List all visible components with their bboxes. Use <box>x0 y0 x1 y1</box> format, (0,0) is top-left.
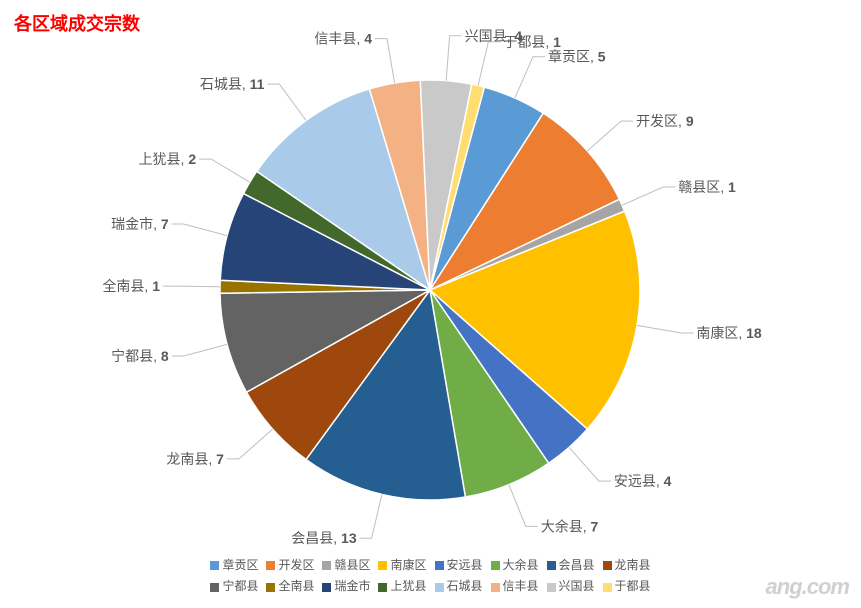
legend-swatch <box>491 561 500 570</box>
legend-item: 大余县 <box>491 555 539 577</box>
leader-line <box>163 286 220 287</box>
slice-label: 安远县, 4 <box>614 473 672 489</box>
slice-label: 全南县, 1 <box>102 278 160 294</box>
legend-item: 章贡区 <box>210 555 258 577</box>
legend-swatch <box>210 583 219 592</box>
legend-label: 瑞金市 <box>334 579 370 593</box>
legend-item: 龙南县 <box>603 555 651 577</box>
leader-line <box>515 57 545 98</box>
legend-item: 信丰县 <box>491 576 539 598</box>
leader-line <box>360 494 382 538</box>
legend: 章贡区 开发区 赣县区 南康区 安远县 大余县 会昌县 龙南县宁都县 全南县 瑞金市 上犹县 石城县 信… <box>0 555 861 598</box>
legend-label: 安远县 <box>447 558 483 572</box>
leader-line <box>172 224 227 236</box>
legend-label: 宁都县 <box>222 579 258 593</box>
legend-swatch <box>603 583 612 592</box>
slice-label: 龙南县, 7 <box>166 451 224 467</box>
legend-item: 兴国县 <box>547 576 595 598</box>
legend-swatch <box>322 561 331 570</box>
legend-label: 石城县 <box>447 579 483 593</box>
legend-swatch <box>266 561 275 570</box>
legend-swatch <box>266 583 275 592</box>
legend-label: 于都县 <box>615 579 651 593</box>
leader-line <box>569 447 611 481</box>
slice-label: 开发区, 9 <box>636 113 694 129</box>
legend-label: 大余县 <box>503 558 539 572</box>
legend-item: 瑞金市 <box>322 576 370 598</box>
leader-line <box>199 159 250 182</box>
legend-item: 于都县 <box>603 576 651 598</box>
slice-label: 南康区, 18 <box>696 325 762 341</box>
leader-line <box>172 344 227 356</box>
legend-label: 南康区 <box>390 558 426 572</box>
leader-line <box>587 121 633 151</box>
watermark: ang.com <box>766 574 849 600</box>
slice-label: 赣县区, 1 <box>678 179 736 195</box>
legend-label: 信丰县 <box>503 579 539 593</box>
legend-label: 会昌县 <box>559 558 595 572</box>
legend-swatch <box>491 583 500 592</box>
leader-line <box>375 39 395 83</box>
leader-line <box>622 187 675 205</box>
slice-label: 石城县, 11 <box>200 76 265 92</box>
legend-item: 石城县 <box>435 576 483 598</box>
slice-label: 瑞金市, 7 <box>111 216 169 232</box>
legend-item: 南康区 <box>378 555 426 577</box>
legend-swatch <box>322 583 331 592</box>
leader-line <box>267 84 306 120</box>
slice-label: 章贡区, 5 <box>548 49 606 65</box>
legend-label: 全南县 <box>278 579 314 593</box>
legend-item: 宁都县 <box>210 576 258 598</box>
legend-swatch <box>378 561 387 570</box>
legend-label: 章贡区 <box>222 558 258 572</box>
leader-line <box>478 42 500 86</box>
legend-swatch <box>435 561 444 570</box>
legend-swatch <box>547 583 556 592</box>
slice-label: 大余县, 7 <box>541 518 599 534</box>
slice-label: 信丰县, 4 <box>314 31 372 47</box>
slice-label: 上犹县, 2 <box>139 151 197 167</box>
pie-chart: 章贡区, 5 开发区, 9 赣县区, 1 南康区, 18 安远县, 4 大余县, 7 会昌县… <box>0 0 861 608</box>
leader-line <box>509 485 538 527</box>
legend-label: 赣县区 <box>334 558 370 572</box>
legend-label: 龙南县 <box>615 558 651 572</box>
slice-label: 于都县, 1 <box>503 34 561 50</box>
legend-label: 兴国县 <box>559 579 595 593</box>
legend-label: 开发区 <box>278 558 314 572</box>
legend-label: 上犹县 <box>390 579 426 593</box>
legend-item: 会昌县 <box>547 555 595 577</box>
legend-swatch <box>378 583 387 592</box>
legend-item: 全南县 <box>266 576 314 598</box>
legend-swatch <box>547 561 556 570</box>
legend-item: 赣县区 <box>322 555 370 577</box>
leader-line <box>227 429 273 459</box>
legend-item: 开发区 <box>266 555 314 577</box>
legend-item: 安远县 <box>435 555 483 577</box>
leader-line <box>637 325 693 333</box>
leader-line <box>446 36 461 81</box>
legend-item: 上犹县 <box>378 576 426 598</box>
legend-swatch <box>210 561 219 570</box>
legend-swatch <box>603 561 612 570</box>
legend-swatch <box>435 583 444 592</box>
slice-label: 宁都县, 8 <box>111 348 169 364</box>
slice-label: 会昌县, 13 <box>291 530 357 546</box>
